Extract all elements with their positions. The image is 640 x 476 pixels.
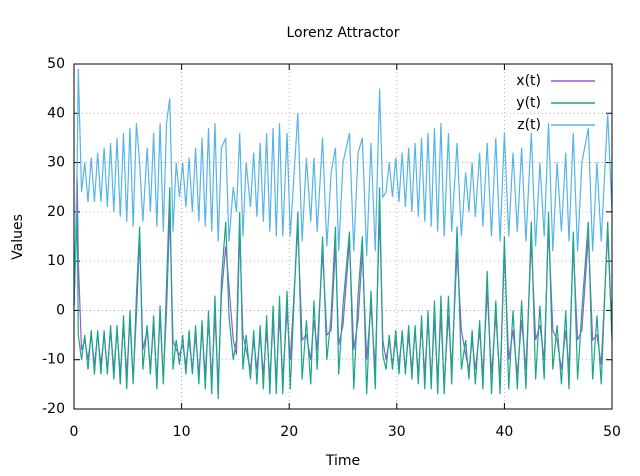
x-tick-label: 10 <box>173 424 191 440</box>
y-axis-label: Values <box>10 214 26 260</box>
y-tick-label: 10 <box>47 253 65 269</box>
y-tick-label: -10 <box>42 352 65 368</box>
legend-label: x(t) <box>516 73 541 89</box>
y-tick-label: -20 <box>42 401 65 417</box>
x-tick-label: 30 <box>388 424 406 440</box>
legend-label: y(t) <box>516 95 541 111</box>
x-tick-label: 0 <box>70 424 79 440</box>
y-tick-label: 20 <box>47 204 65 220</box>
x-tick-label: 20 <box>280 424 298 440</box>
series-line <box>73 187 613 400</box>
y-tick-label: 30 <box>47 155 65 171</box>
x-axis-label: Time <box>325 453 360 469</box>
plot-border <box>73 63 613 410</box>
x-tick-label: 50 <box>603 424 621 440</box>
series-line <box>73 68 613 306</box>
y-tick-label: 40 <box>47 105 65 121</box>
x-tick-label: 40 <box>495 424 513 440</box>
y-tick-label: 0 <box>56 302 65 318</box>
legend-label: z(t) <box>517 117 541 133</box>
chart-title: Lorenz Attractor <box>286 25 399 41</box>
y-tick-label: 50 <box>47 56 65 72</box>
